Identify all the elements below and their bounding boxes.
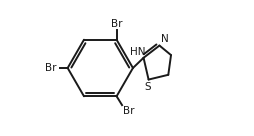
Text: Br: Br	[45, 63, 57, 73]
Text: N: N	[160, 34, 168, 44]
Text: Br: Br	[110, 19, 122, 29]
Text: HN: HN	[130, 47, 146, 57]
Text: S: S	[144, 82, 151, 92]
Text: Br: Br	[122, 106, 134, 116]
